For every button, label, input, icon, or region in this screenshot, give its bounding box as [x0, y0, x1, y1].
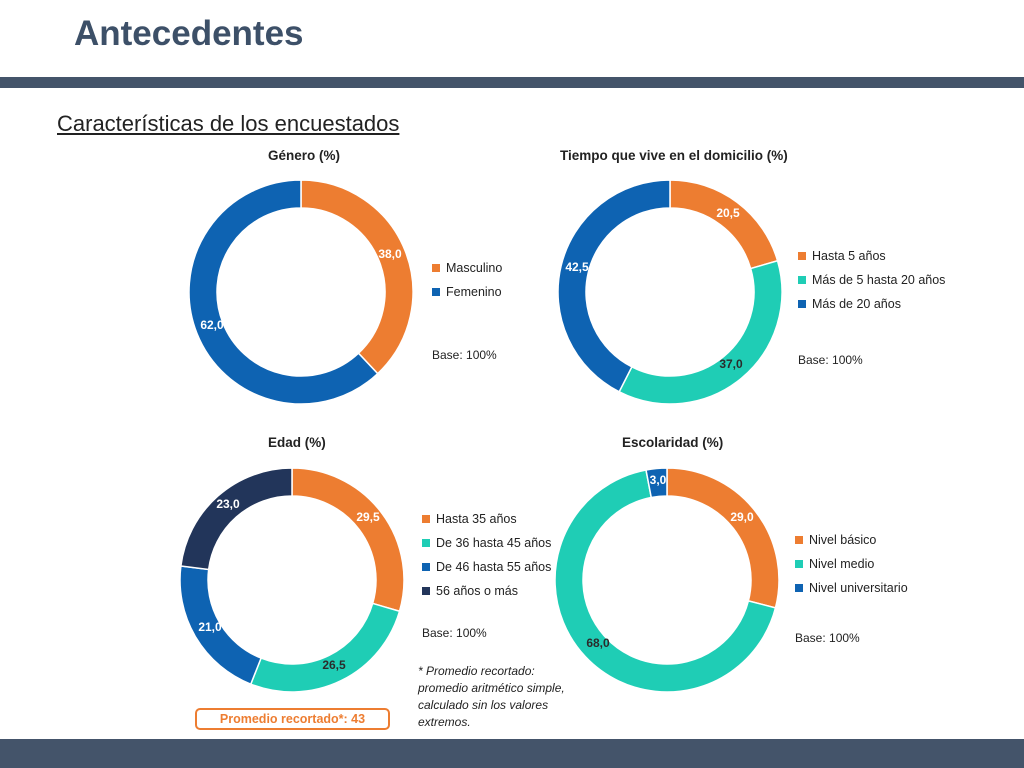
header-divider	[0, 77, 1024, 88]
data-label: 62,0	[200, 318, 224, 332]
legend-label: Nivel medio	[809, 557, 875, 571]
legend-swatch	[798, 252, 806, 260]
legend-label: Masculino	[446, 261, 503, 275]
legend-edad: Hasta 35 años De 36 hasta 45 años De 46 …	[422, 507, 551, 603]
data-label: 42,5	[565, 260, 589, 274]
legend-item: Nivel universitario	[795, 576, 908, 600]
base-note-tiempo: Base: 100%	[798, 353, 863, 367]
legend-item: Masculino	[432, 256, 502, 280]
chart-title-escolaridad: Escolaridad (%)	[622, 435, 724, 450]
legend-label: De 46 hasta 55 años	[436, 560, 552, 574]
legend-swatch	[432, 264, 440, 272]
donut-slice	[666, 467, 780, 609]
legend-label: Más de 5 hasta 20 años	[812, 273, 946, 287]
legend-item: De 36 hasta 45 años	[422, 531, 551, 555]
legend-item: Hasta 5 años	[798, 244, 945, 268]
legend-label: Hasta 35 años	[436, 512, 517, 526]
data-label: 68,0	[586, 636, 610, 650]
legend-item: 56 años o más	[422, 579, 551, 603]
legend-swatch	[422, 515, 430, 523]
data-label: 29,0	[730, 510, 754, 524]
data-label: 29,5	[356, 510, 380, 524]
data-label: 21,0	[198, 620, 222, 634]
legend-label: Nivel universitario	[809, 581, 908, 595]
donut-slice	[180, 467, 293, 571]
legend-item: De 46 hasta 55 años	[422, 555, 551, 579]
legend-item: Más de 20 años	[798, 292, 945, 316]
legend-swatch	[795, 584, 803, 592]
page-title: Antecedentes	[74, 14, 304, 53]
legend-genero: Masculino Femenino	[432, 256, 502, 304]
footnote-promedio: * Promedio recortado: promedio aritmétic…	[418, 664, 565, 729]
legend-swatch	[798, 300, 806, 308]
legend-item: Nivel básico	[795, 528, 908, 552]
base-note-genero: Base: 100%	[432, 348, 497, 362]
donut-slice	[554, 469, 777, 693]
legend-item: Nivel medio	[795, 552, 908, 576]
legend-swatch	[795, 560, 803, 568]
data-label: 26,5	[322, 658, 346, 672]
data-label: 3,0	[650, 473, 667, 487]
legend-label: Femenino	[446, 285, 502, 299]
donut-slice	[645, 467, 668, 499]
legend-label: De 36 hasta 45 años	[436, 536, 552, 550]
data-label: 20,5	[716, 206, 740, 220]
legend-item: Más de 5 hasta 20 años	[798, 268, 945, 292]
footer-bar	[0, 739, 1024, 768]
data-label: 23,0	[216, 497, 240, 511]
legend-swatch	[422, 563, 430, 571]
legend-item: Femenino	[432, 280, 502, 304]
legend-swatch	[795, 536, 803, 544]
legend-swatch	[432, 288, 440, 296]
legend-label: 56 años o más	[436, 584, 518, 598]
legend-item: Hasta 35 años	[422, 507, 551, 531]
legend-swatch	[422, 587, 430, 595]
donut-slice	[188, 179, 379, 405]
chart-title-genero: Género (%)	[268, 148, 341, 163]
legend-label: Hasta 5 años	[812, 249, 886, 263]
data-label: 38,0	[378, 247, 402, 261]
legend-escolaridad: Nivel básico Nivel medio Nivel universit…	[795, 528, 908, 600]
chart-title-tiempo: Tiempo que vive en el domicilio (%)	[560, 148, 788, 163]
legend-label: Más de 20 años	[812, 297, 901, 311]
section-subtitle: Características de los encuestados	[57, 111, 400, 136]
base-note-escolaridad: Base: 100%	[795, 631, 860, 645]
promedio-recortado-box: Promedio recortado*: 43	[195, 708, 390, 730]
chart-title-edad: Edad (%)	[268, 435, 326, 450]
legend-swatch	[422, 539, 430, 547]
donut-slice	[557, 179, 671, 393]
legend-swatch	[798, 276, 806, 284]
base-note-edad: Base: 100%	[422, 626, 487, 640]
legend-tiempo: Hasta 5 años Más de 5 hasta 20 años Más …	[798, 244, 945, 316]
data-label: 37,0	[719, 357, 743, 371]
legend-label: Nivel básico	[809, 533, 877, 547]
